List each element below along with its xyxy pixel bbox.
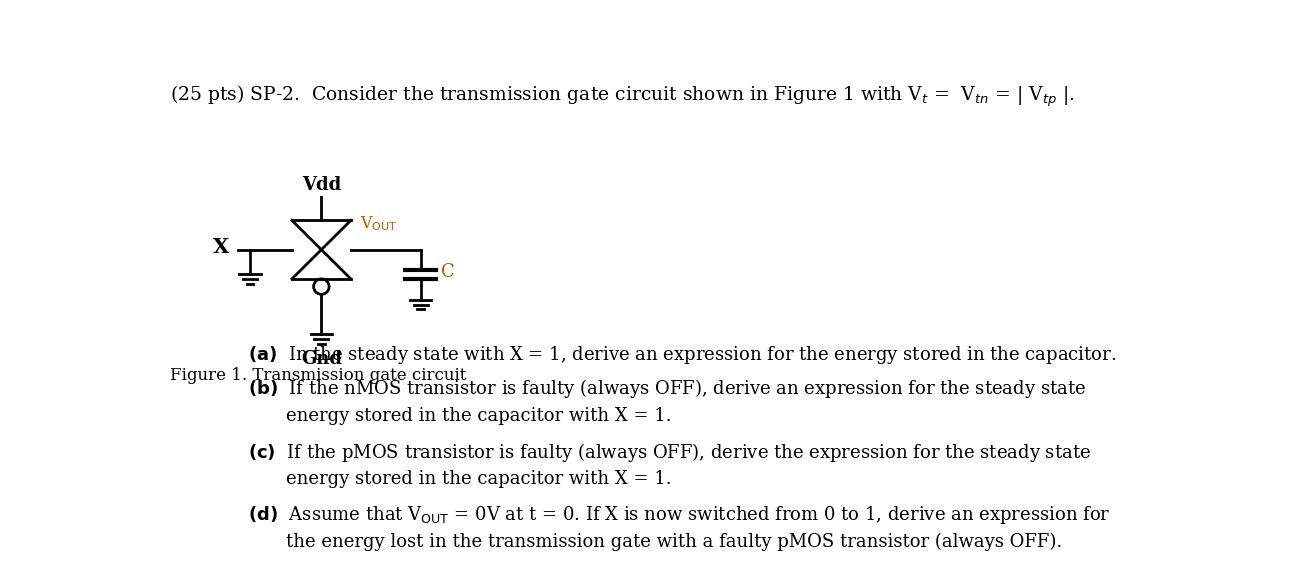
Text: X: X bbox=[212, 237, 229, 256]
Text: $\mathbf{(c)}$  If the pMOS transistor is faulty (always OFF), derive the expres: $\mathbf{(c)}$ If the pMOS transistor is… bbox=[248, 440, 1091, 464]
Text: C: C bbox=[441, 263, 455, 281]
Text: $\mathbf{(a)}$  In the steady state with X = 1, derive an expression for the ene: $\mathbf{(a)}$ In the steady state with … bbox=[248, 344, 1117, 366]
Text: V$_{\rm OUT}$: V$_{\rm OUT}$ bbox=[360, 214, 398, 233]
Text: $\mathbf{(b)}$  If the nMOS transistor is faulty (always OFF), derive an express: $\mathbf{(b)}$ If the nMOS transistor is… bbox=[248, 378, 1086, 401]
Text: Gnd: Gnd bbox=[300, 350, 342, 368]
Text: energy stored in the capacitor with X = 1.: energy stored in the capacitor with X = … bbox=[286, 407, 672, 424]
Text: energy stored in the capacitor with X = 1.: energy stored in the capacitor with X = … bbox=[286, 470, 672, 488]
Text: (25 pts) SP-2.  Consider the transmission gate circuit shown in Figure 1 with V$: (25 pts) SP-2. Consider the transmission… bbox=[170, 83, 1075, 109]
Text: Figure 1. Transmission gate circuit: Figure 1. Transmission gate circuit bbox=[170, 367, 467, 384]
Text: $\mathbf{(d)}$  Assume that V$_{\rm OUT}$ = 0V at t = 0. If X is now switched fr: $\mathbf{(d)}$ Assume that V$_{\rm OUT}$… bbox=[248, 504, 1110, 526]
Text: Vdd: Vdd bbox=[302, 176, 341, 194]
Text: the energy lost in the transmission gate with a faulty pMOS transistor (always O: the energy lost in the transmission gate… bbox=[286, 533, 1063, 551]
